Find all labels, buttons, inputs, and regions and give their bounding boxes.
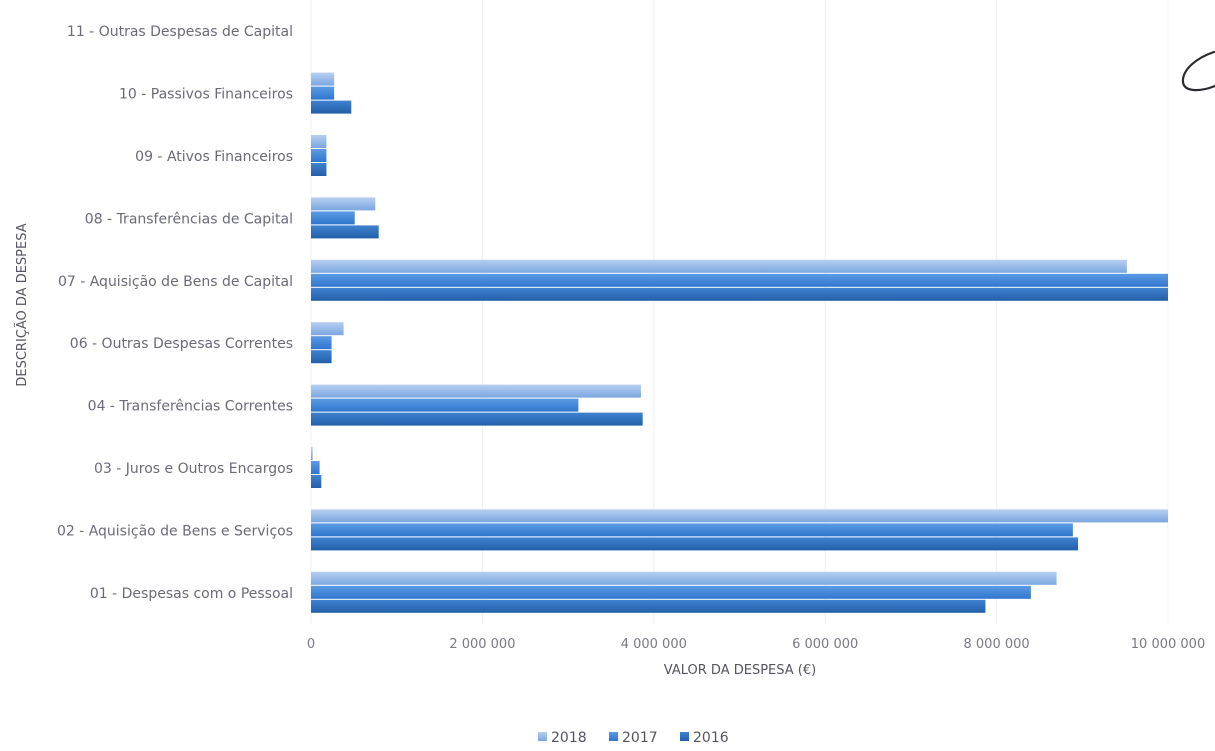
category-label: 08 - Transferências de Capital (85, 211, 293, 227)
bar-2018 (311, 384, 641, 398)
legend-swatch-2016 (680, 732, 689, 741)
legend-swatch-2017 (609, 732, 618, 741)
category-label: 03 - Juros e Outros Encargos (94, 461, 293, 477)
bar-2016 (311, 163, 327, 176)
bar-2017 (311, 461, 320, 474)
handwritten-mark (1181, 50, 1215, 92)
x-tick-label: 10 000 000 (1131, 637, 1205, 652)
bar-2017 (311, 211, 355, 225)
x-tick-label: 8 000 000 (964, 637, 1030, 652)
bar-2016 (311, 599, 986, 613)
bar-2018 (311, 72, 335, 86)
bar-2016 (311, 537, 1079, 551)
bar-2017 (311, 273, 1168, 287)
bar-2017 (311, 86, 335, 100)
bar-2018 (311, 197, 376, 211)
x-tick-label: 0 (307, 637, 315, 652)
legend: 2018 2017 2016 (538, 730, 729, 746)
bar-2018 (311, 322, 344, 336)
legend-label: 2018 (551, 730, 587, 746)
bar-2017 (311, 336, 332, 350)
category-label: 07 - Aquisição de Bens de Capital (58, 274, 293, 290)
bar-2018 (311, 509, 1168, 523)
x-tick-label: 4 000 000 (621, 637, 687, 652)
bar-2017 (311, 398, 579, 412)
bar-2017 (311, 149, 327, 162)
bar-2016 (311, 100, 352, 114)
bar-2017 (311, 523, 1073, 537)
bar-2018 (311, 135, 327, 148)
category-label: 10 - Passivos Financeiros (119, 87, 293, 103)
x-tick-labels: 0 2 000 000 4 000 000 6 000 000 8 000 000 10 … (307, 637, 1205, 652)
bar-2018 (311, 571, 1057, 585)
bar-2016 (311, 225, 379, 239)
category-label: 04 - Transferências Correntes (88, 399, 293, 415)
category-label: 06 - Outras Despesas Correntes (70, 336, 293, 352)
x-tick-label: 6 000 000 (792, 637, 858, 652)
category-labels: 01 - Despesas com o Pessoal 02 - Aquisiçã… (57, 24, 293, 602)
bar-2016 (311, 475, 322, 488)
legend-label: 2016 (693, 730, 729, 746)
legend-label: 2017 (622, 730, 658, 746)
category-label: 09 - Ativos Financeiros (135, 149, 293, 165)
bar-2016 (311, 287, 1168, 301)
y-axis-title: DESCRIÇÃO DA DESPESA (14, 223, 30, 386)
x-axis-title: VALOR DA DESPESA (€) (664, 663, 816, 678)
bar-2017 (311, 585, 1031, 599)
x-tick-label: 2 000 000 (449, 637, 515, 652)
bar-2018 (311, 447, 313, 460)
bar-2018 (311, 259, 1127, 273)
category-label: 01 - Despesas com o Pessoal (90, 586, 293, 602)
legend-swatch-2018 (538, 732, 547, 741)
category-label: 11 - Outras Despesas de Capital (67, 24, 293, 40)
bars (311, 72, 1168, 613)
category-label: 02 - Aquisição de Bens e Serviços (57, 523, 293, 539)
bar-2016 (311, 412, 643, 426)
bar-2016 (311, 350, 332, 364)
